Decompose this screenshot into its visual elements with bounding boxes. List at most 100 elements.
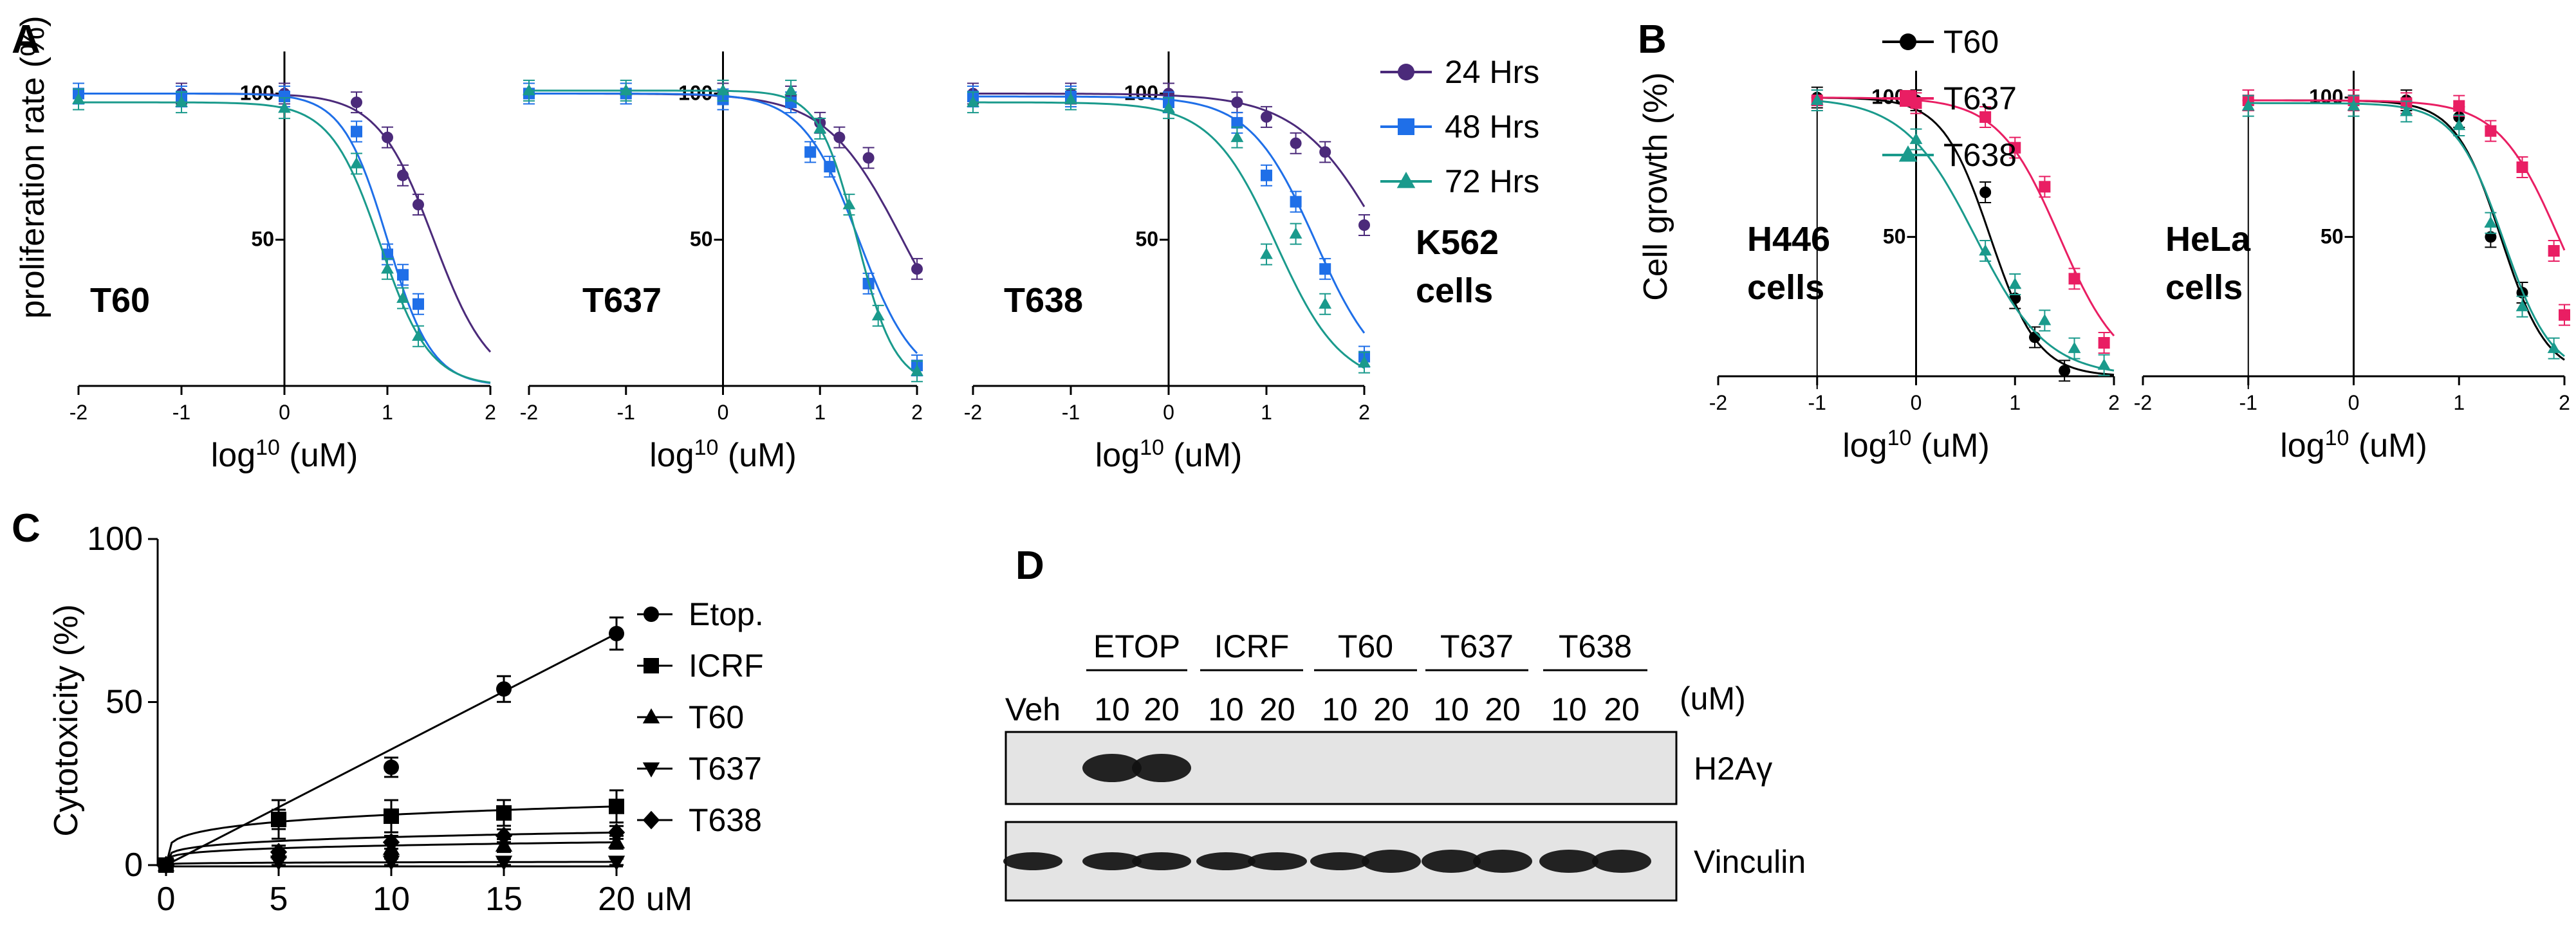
data-point (911, 364, 923, 376)
data-point (1319, 263, 1331, 275)
y-tick-label: 100 (87, 520, 143, 558)
x-axis-label: log10 (uM) (2280, 426, 2427, 464)
x-tick-label: 2 (1358, 401, 1370, 424)
data-point (2485, 125, 2497, 137)
panel-label-d: D (1015, 544, 1044, 588)
k562-label-line1: K562 (1416, 223, 1499, 262)
legend-label: T60 (1943, 24, 1999, 60)
dose-label: 10 (1208, 691, 1244, 727)
dose-response-chart-2: -2 -1 0 1 2 50 100 log10 (uM) T637 (520, 51, 923, 474)
blot-target-label: H2Aγ (1694, 751, 1772, 787)
data-point (842, 197, 856, 210)
x-tick-label: 0 (1911, 391, 1922, 414)
data-point (1261, 169, 1272, 181)
data-point (2559, 309, 2570, 321)
dose-label: 20 (1144, 691, 1180, 727)
data-point (412, 298, 424, 310)
data-point (1162, 101, 1175, 113)
data-point (1231, 96, 1243, 109)
k562-label-line2: cells (1416, 271, 1493, 310)
chart-subtitle: T60 (90, 281, 150, 320)
x-tick-label: 1 (2453, 391, 2465, 414)
data-point (2009, 142, 2021, 154)
blot-band (1362, 850, 1421, 873)
legend-marker (644, 607, 659, 622)
legend-marker (1900, 33, 1916, 50)
group-label: ETOP (1093, 628, 1180, 664)
data-point (607, 823, 625, 842)
dose-response-chart-1: -2 -1 0 1 2 50 100 log10 (uM) T60 (69, 51, 496, 474)
data-point (1290, 196, 1302, 208)
legend-label: 24 Hrs (1445, 54, 1539, 90)
dose-response-chart-3: -2 -1 0 1 2 50 100 log10 (uM) T638 (964, 51, 1371, 474)
legend-marker (1396, 172, 1416, 188)
x-tick-label: -1 (1062, 401, 1080, 424)
hela-label-line1: HeLa (2165, 220, 2251, 259)
legend-label: T60 (689, 699, 744, 735)
x-tick-label: 15 (485, 881, 523, 918)
panel-label-c: C (12, 506, 41, 551)
data-point (384, 759, 399, 775)
x-tick-label: 0 (2348, 391, 2360, 414)
data-point (2485, 231, 2497, 243)
data-point (1979, 111, 1992, 123)
y-tick-label: 100 (240, 81, 274, 104)
dose-label: 10 (1322, 691, 1358, 727)
y-tick-label: 50 (251, 228, 274, 251)
data-point (2241, 99, 2255, 111)
dose-label: 10 (1551, 691, 1587, 727)
x-axis-unit: uM (646, 881, 692, 918)
data-point (2097, 358, 2111, 370)
blot-band (1003, 852, 1062, 870)
data-point (833, 131, 846, 143)
x-tick-label: -1 (2239, 391, 2257, 414)
data-point (381, 262, 394, 274)
blot-band (1539, 850, 1598, 873)
blot-band (1082, 852, 1142, 870)
c-y-axis-label: Cytotoxicity (%) (48, 604, 85, 836)
y-tick-label: 50 (2321, 224, 2344, 248)
data-point (813, 122, 827, 134)
legend-marker (1398, 64, 1414, 80)
legend-label: ICRF (689, 648, 764, 684)
y-tick-label: 100 (678, 81, 712, 104)
x-axis-label: log10 (uM) (649, 435, 797, 474)
legend-label: T638 (1943, 137, 2017, 173)
data-point (2516, 161, 2528, 173)
data-point (271, 812, 286, 828)
data-point (2059, 365, 2071, 377)
legend-label: Etop. (689, 596, 764, 632)
a-y-axis-label: proliferation rate (%) (14, 15, 51, 318)
data-point (2347, 99, 2360, 111)
x-tick-label: -2 (964, 401, 982, 424)
x-axis-label-sup: 10 (255, 435, 280, 460)
vehicle-label: Veh (1005, 691, 1061, 727)
data-point (609, 626, 624, 642)
data-point (1230, 131, 1244, 142)
data-point (1358, 356, 1371, 367)
fit-curve-t637 (1817, 96, 2115, 337)
group-label: T60 (1338, 628, 1393, 664)
data-point (609, 798, 624, 814)
data-point (2008, 277, 2022, 289)
data-point (967, 95, 979, 107)
data-point (2098, 337, 2110, 349)
data-point (384, 808, 399, 824)
y-tick-label: 50 (1883, 224, 1906, 248)
group-label: T637 (1440, 628, 1514, 664)
x-tick-label: 2 (485, 401, 496, 424)
data-point (1231, 116, 1243, 129)
data-point (2068, 273, 2080, 285)
x-axis-label: log10 (uM) (211, 435, 358, 474)
x-tick-label: 2 (2108, 391, 2120, 414)
legend-label: T637 (1943, 80, 2017, 116)
blot-band (1132, 852, 1191, 870)
data-point (1319, 146, 1331, 158)
data-point (175, 95, 188, 107)
data-point (350, 157, 363, 169)
data-point (1260, 248, 1273, 259)
data-point (1358, 219, 1370, 231)
legend-label: T638 (689, 802, 762, 838)
